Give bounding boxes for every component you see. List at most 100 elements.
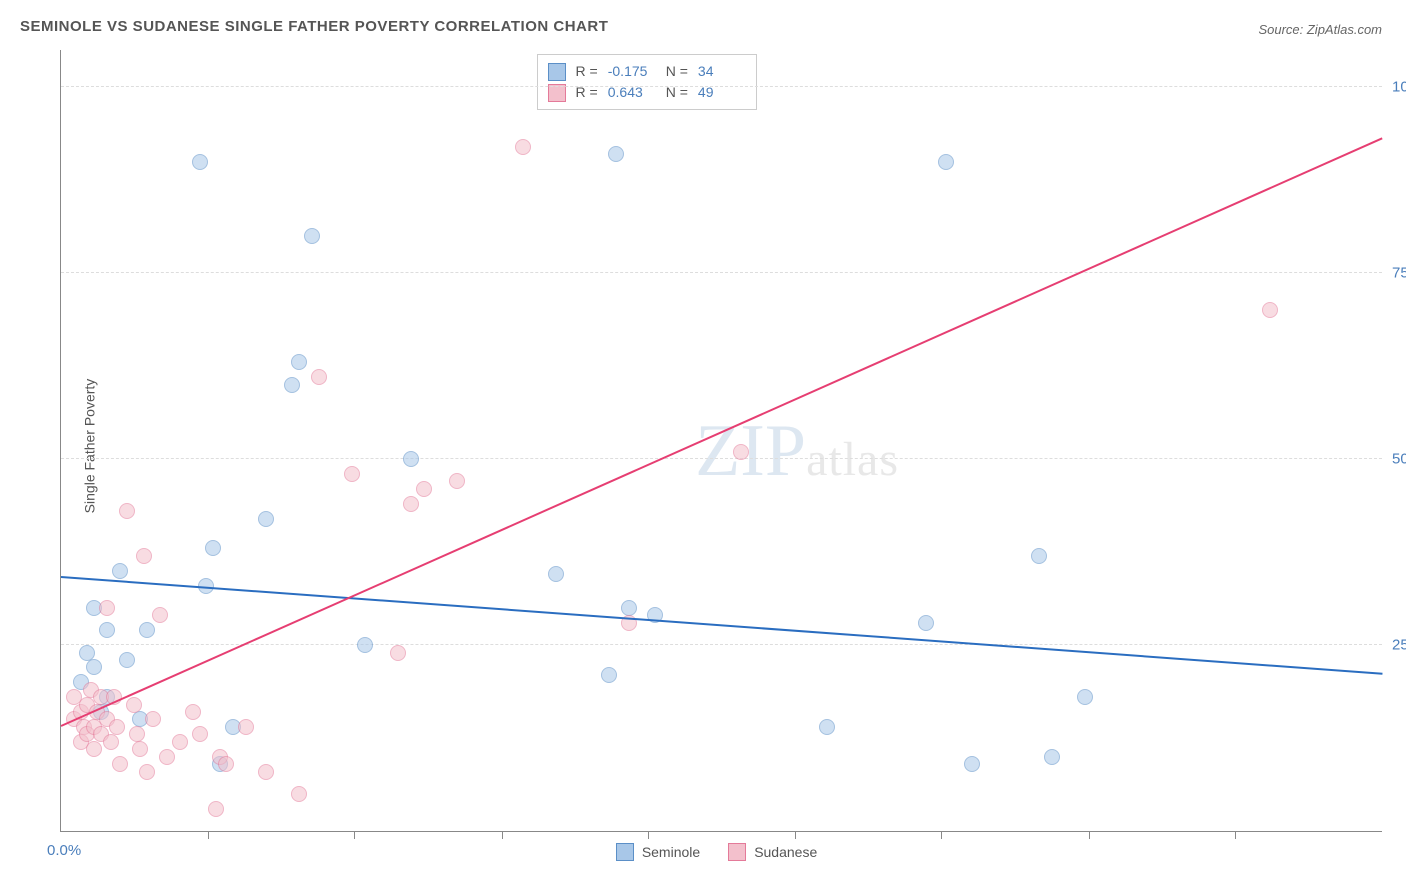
gridline	[61, 86, 1382, 87]
stat-val-n: 49	[698, 82, 746, 103]
x-axis-min-label: 0.0%	[47, 842, 81, 859]
scatter-point	[126, 697, 142, 713]
x-tick	[502, 831, 503, 839]
y-tick-label: 50.0%	[1392, 451, 1406, 468]
watermark-big: ZIP	[695, 410, 806, 492]
scatter-point	[291, 354, 307, 370]
scatter-point	[99, 600, 115, 616]
swatch-icon	[548, 63, 566, 81]
scatter-point	[548, 566, 564, 582]
scatter-point	[304, 228, 320, 244]
scatter-point	[218, 756, 234, 772]
scatter-point	[284, 377, 300, 393]
chart-container: SEMINOLE VS SUDANESE SINGLE FATHER POVER…	[0, 0, 1406, 892]
scatter-point	[192, 726, 208, 742]
scatter-point	[192, 154, 208, 170]
scatter-point	[139, 764, 155, 780]
scatter-point	[119, 652, 135, 668]
scatter-point	[103, 734, 119, 750]
scatter-point	[136, 548, 152, 564]
x-tick	[648, 831, 649, 839]
stats-row: R = -0.175 N = 34	[548, 61, 746, 82]
gridline	[61, 458, 1382, 459]
plot-area: ZIPatlas R = -0.175 N = 34 R = 0.643 N =…	[60, 50, 1382, 832]
scatter-point	[258, 764, 274, 780]
stat-val-r: -0.175	[608, 61, 656, 82]
scatter-point	[1031, 548, 1047, 564]
x-tick	[941, 831, 942, 839]
scatter-point	[79, 645, 95, 661]
scatter-point	[1262, 302, 1278, 318]
x-tick	[354, 831, 355, 839]
scatter-point	[819, 719, 835, 735]
scatter-point	[129, 726, 145, 742]
scatter-point	[145, 711, 161, 727]
y-tick-label: 100.0%	[1392, 79, 1406, 96]
y-tick-label: 25.0%	[1392, 637, 1406, 654]
scatter-point	[918, 615, 934, 631]
stat-label-r: R =	[576, 82, 598, 103]
stats-box: R = -0.175 N = 34 R = 0.643 N = 49	[537, 54, 757, 110]
scatter-point	[311, 369, 327, 385]
y-tick-label: 75.0%	[1392, 265, 1406, 282]
scatter-point	[357, 637, 373, 653]
stat-label-n: N =	[666, 61, 688, 82]
scatter-point	[733, 444, 749, 460]
scatter-point	[132, 741, 148, 757]
gridline	[61, 644, 1382, 645]
stat-val-r: 0.643	[608, 82, 656, 103]
scatter-point	[159, 749, 175, 765]
legend-item: Seminole	[616, 843, 700, 861]
scatter-point	[938, 154, 954, 170]
chart-title: SEMINOLE VS SUDANESE SINGLE FATHER POVER…	[20, 18, 608, 35]
scatter-point	[99, 622, 115, 638]
scatter-point	[964, 756, 980, 772]
x-tick	[1235, 831, 1236, 839]
gridline	[61, 272, 1382, 273]
scatter-point	[86, 659, 102, 675]
stat-label-n: N =	[666, 82, 688, 103]
scatter-point	[238, 719, 254, 735]
watermark: ZIPatlas	[695, 409, 899, 494]
scatter-point	[403, 451, 419, 467]
scatter-point	[291, 786, 307, 802]
scatter-point	[601, 667, 617, 683]
stats-row: R = 0.643 N = 49	[548, 82, 746, 103]
scatter-point	[139, 622, 155, 638]
scatter-point	[344, 466, 360, 482]
scatter-point	[608, 146, 624, 162]
scatter-point	[403, 496, 419, 512]
scatter-point	[152, 607, 168, 623]
scatter-point	[1044, 749, 1060, 765]
source-label: Source: ZipAtlas.com	[1258, 22, 1382, 37]
scatter-point	[390, 645, 406, 661]
x-tick	[208, 831, 209, 839]
scatter-point	[172, 734, 188, 750]
scatter-point	[185, 704, 201, 720]
stat-label-r: R =	[576, 61, 598, 82]
watermark-small: atlas	[806, 433, 899, 486]
legend: Seminole Sudanese	[616, 843, 817, 861]
legend-item: Sudanese	[728, 843, 817, 861]
stat-val-n: 34	[698, 61, 746, 82]
x-tick	[795, 831, 796, 839]
trend-line	[61, 576, 1382, 675]
scatter-point	[208, 801, 224, 817]
scatter-point	[416, 481, 432, 497]
legend-label: Seminole	[642, 844, 700, 860]
x-tick	[1089, 831, 1090, 839]
scatter-point	[205, 540, 221, 556]
scatter-point	[119, 503, 135, 519]
scatter-point	[621, 600, 637, 616]
scatter-point	[112, 756, 128, 772]
swatch-icon	[616, 843, 634, 861]
scatter-point	[515, 139, 531, 155]
scatter-point	[449, 473, 465, 489]
scatter-point	[258, 511, 274, 527]
scatter-point	[1077, 689, 1093, 705]
swatch-icon	[728, 843, 746, 861]
scatter-point	[86, 741, 102, 757]
legend-label: Sudanese	[754, 844, 817, 860]
scatter-point	[109, 719, 125, 735]
scatter-point	[112, 563, 128, 579]
